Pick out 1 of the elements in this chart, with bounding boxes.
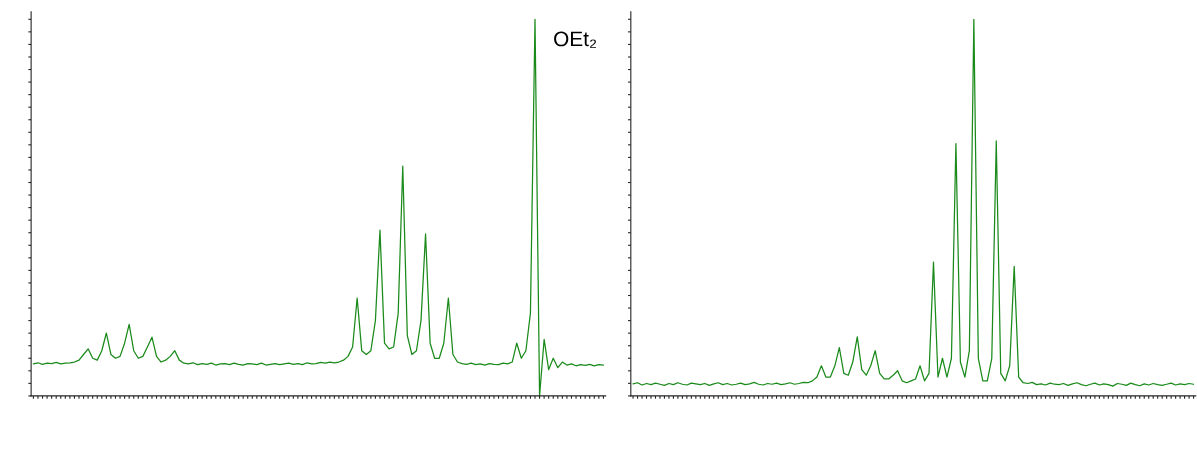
annotation: OEt₂: [554, 31, 597, 48]
